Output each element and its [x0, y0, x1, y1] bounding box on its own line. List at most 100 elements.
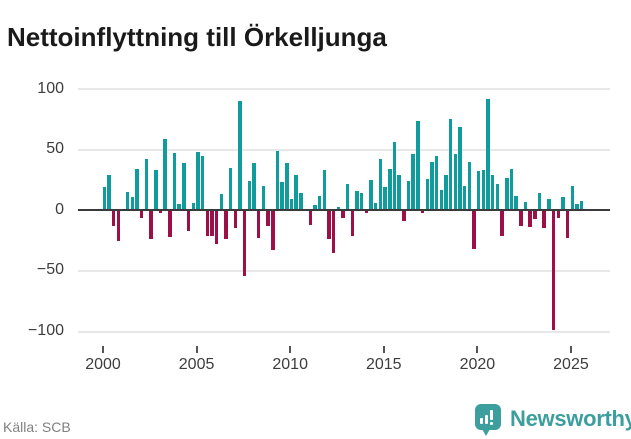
speech-bubble-tail	[482, 429, 490, 436]
bar	[252, 162, 256, 211]
bar	[523, 201, 528, 211]
x-tick-label: 2015	[365, 356, 402, 373]
bar	[126, 192, 130, 211]
bar	[556, 210, 560, 218]
bar	[397, 175, 401, 211]
bar	[519, 210, 523, 226]
bar	[472, 210, 476, 250]
bar	[322, 170, 326, 211]
bar	[359, 193, 364, 211]
exclamation-dot-icon	[490, 422, 493, 425]
bar	[547, 199, 551, 211]
bar	[533, 210, 537, 219]
bar	[378, 159, 383, 211]
bar	[289, 199, 294, 211]
x-tick-mark	[195, 346, 198, 353]
gridline-−50	[78, 269, 610, 272]
bar	[102, 187, 107, 211]
bar	[182, 162, 186, 211]
y-tick-label: 100	[37, 79, 64, 97]
bar	[565, 210, 570, 239]
bar	[228, 167, 233, 211]
brand-name: Newsworthy	[510, 406, 631, 431]
bar	[350, 210, 355, 236]
bar	[191, 202, 195, 211]
gridline-−100	[78, 330, 610, 333]
bar	[551, 210, 556, 331]
bar	[331, 210, 336, 253]
bar	[317, 195, 322, 211]
bar	[130, 196, 135, 211]
bar	[575, 204, 579, 211]
bar	[336, 206, 341, 211]
bar	[448, 119, 453, 211]
x-tick-mark	[476, 346, 479, 353]
bar	[388, 169, 392, 211]
bar	[500, 210, 504, 236]
source-caption: Källa: SCB	[3, 419, 71, 435]
bar	[462, 186, 467, 211]
x-tick-mark	[569, 346, 572, 353]
bar	[111, 210, 116, 226]
bar	[238, 101, 242, 211]
bar	[233, 210, 238, 229]
bar	[116, 210, 121, 241]
bar	[383, 187, 387, 211]
bar	[285, 162, 289, 211]
y-tick-label: −100	[27, 322, 64, 339]
bar	[444, 175, 448, 211]
bar	[168, 210, 172, 237]
bar	[144, 159, 149, 211]
bar-chart-icon	[480, 418, 483, 424]
x-tick-label: 2020	[459, 356, 496, 373]
x-tick-label: 2010	[272, 356, 308, 373]
bar	[163, 138, 167, 211]
bar	[294, 175, 298, 211]
bar	[172, 153, 177, 211]
bar	[486, 98, 490, 211]
bar	[509, 169, 514, 211]
bar	[200, 155, 205, 211]
bar	[177, 204, 181, 211]
bar	[257, 210, 261, 239]
bar	[495, 183, 500, 211]
bar	[341, 210, 345, 218]
bar	[514, 195, 518, 211]
bar	[210, 210, 214, 236]
bar	[355, 190, 359, 211]
bar	[280, 182, 284, 211]
bar	[364, 210, 369, 213]
bar	[149, 210, 153, 240]
bar	[154, 170, 158, 211]
bar	[528, 210, 532, 228]
bar	[224, 210, 228, 240]
bar	[327, 210, 331, 240]
bar	[196, 152, 200, 211]
bar-chart-icon	[485, 415, 488, 424]
bar	[542, 210, 546, 229]
y-tick-label: 0	[55, 200, 64, 218]
y-tick-label: −50	[36, 261, 64, 279]
bar	[374, 202, 378, 211]
x-tick-label: 2025	[553, 356, 589, 373]
bar	[266, 210, 270, 226]
bar	[261, 186, 266, 211]
page-title: Nettoinflyttning till Örkelljunga	[7, 22, 387, 53]
x-tick-mark	[102, 346, 104, 353]
y-tick-label: 50	[46, 140, 64, 158]
bar	[411, 154, 415, 211]
bar	[205, 210, 209, 236]
bar	[369, 179, 373, 211]
bar	[425, 178, 429, 211]
bar	[242, 210, 247, 276]
bar	[247, 181, 252, 211]
bar	[416, 120, 420, 211]
bar	[135, 169, 139, 211]
bar	[392, 142, 397, 211]
bar	[107, 175, 111, 211]
bar	[476, 171, 481, 211]
bar	[406, 181, 411, 211]
bar	[186, 210, 191, 231]
gridline-50	[78, 148, 610, 151]
bar	[537, 193, 542, 211]
